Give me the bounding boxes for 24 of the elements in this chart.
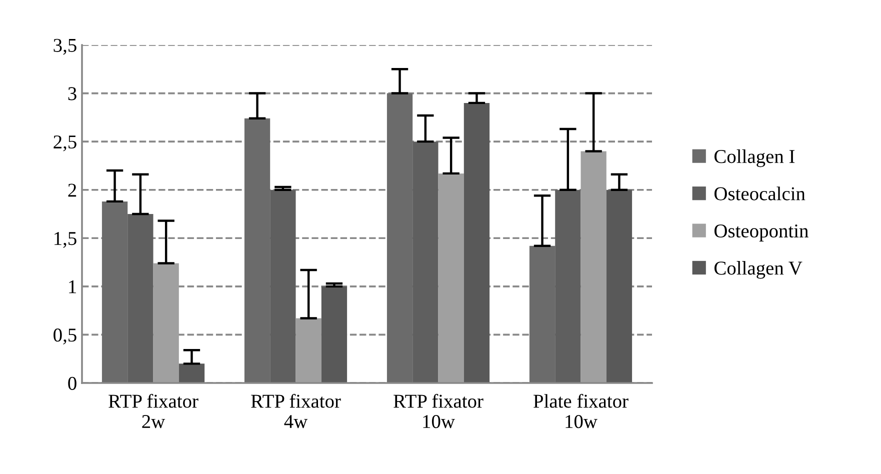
y-tick-label: 0 — [68, 376, 76, 390]
legend-label: Osteocalcin — [714, 186, 806, 200]
y-tick-label: 0,5 — [54, 328, 76, 344]
bar — [438, 173, 464, 383]
bar — [296, 318, 322, 383]
bar — [321, 286, 348, 383]
bar — [464, 102, 490, 383]
y-tick-label: 2 — [68, 184, 76, 197]
y-tick-label: 3 — [68, 87, 76, 100]
y-tick-label: 1 — [69, 280, 76, 294]
legend-label: Collagen I — [714, 149, 795, 168]
bar — [606, 190, 632, 383]
y-tick-label: 3,5 — [54, 38, 76, 55]
bar — [580, 151, 606, 383]
x-tick-label: RTP fixator 2w — [108, 394, 198, 428]
x-tick-label: RTP fixator 10w — [394, 394, 484, 428]
y-tick-label: 2,5 — [54, 135, 76, 152]
x-tick-label: Plate fixator 10w — [534, 394, 628, 428]
bar — [153, 263, 179, 383]
legend-label: Collagen V — [714, 261, 802, 279]
y-tick-label: 1,5 — [54, 232, 76, 248]
bar — [178, 364, 205, 383]
x-tick-label: RTP fixator 4w — [251, 394, 341, 428]
legend-label: Osteopontin — [714, 224, 808, 242]
